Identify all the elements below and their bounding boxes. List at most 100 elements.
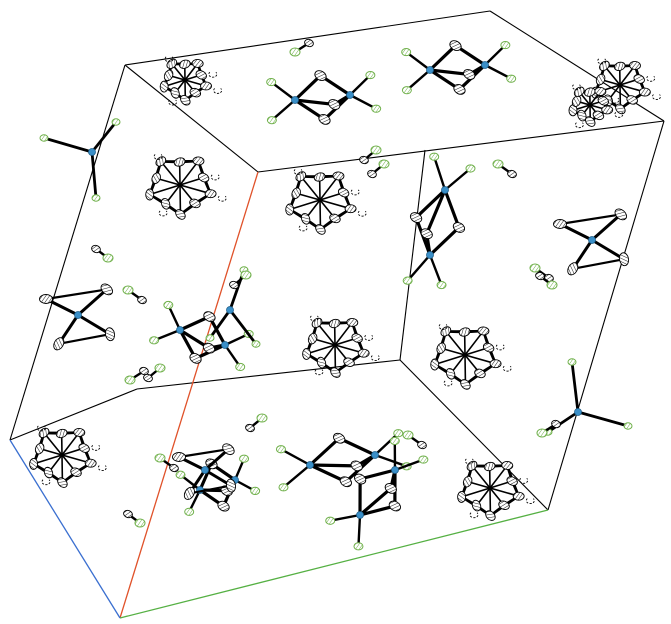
cluster-atom: [633, 74, 645, 84]
solvent-fragment: [122, 285, 147, 305]
halide-atom: [371, 104, 382, 113]
cluster-atom: [43, 466, 54, 479]
halide-atom: [134, 518, 146, 528]
bridge-atom: [453, 84, 466, 95]
solvent-fragment: [143, 363, 166, 383]
solvent-atom: [123, 509, 133, 519]
cluster-atom: [316, 356, 327, 369]
cluster-atom: [332, 171, 345, 181]
axis-a-line: [119, 171, 259, 619]
halide-atom: [370, 145, 382, 155]
cluster-atom: [592, 110, 605, 121]
bridge-atom: [420, 228, 433, 240]
ligand-atom: [39, 294, 53, 304]
cluster-atom: [462, 475, 473, 488]
cluster-atom: [613, 61, 626, 71]
metal-atom: [226, 306, 234, 314]
cluster-atom: [84, 458, 97, 468]
cluster-atom: [594, 87, 607, 96]
molecule-layer: [29, 38, 661, 551]
solvent-fragment: [229, 270, 252, 290]
cluster-atom: [151, 172, 161, 184]
cluster-atom: [471, 499, 482, 512]
icosahedral-cluster: [568, 84, 624, 129]
halide-atom: [111, 118, 121, 126]
halide-atom: [401, 86, 412, 95]
cluster-atom: [337, 187, 350, 198]
cluster-atom: [55, 428, 68, 439]
bridge-atom: [203, 311, 216, 322]
bridge-atom: [449, 40, 462, 51]
halide-atom: [184, 507, 195, 516]
metal-atom: [371, 451, 379, 459]
cluster-atom: [485, 510, 496, 521]
bridge-atom: [333, 432, 346, 444]
cluster-atom: [512, 491, 525, 501]
cluster-atom: [329, 213, 341, 224]
cluster-atom: [159, 80, 169, 93]
halide-atom: [401, 47, 412, 57]
solvent-fragment: [402, 430, 427, 450]
halide-atom: [256, 413, 268, 423]
solvent-fragment: [91, 244, 114, 263]
solvent-fragment: [124, 366, 149, 385]
cluster-atom: [315, 224, 326, 235]
cluster-atom: [351, 333, 363, 343]
halide-atom: [235, 362, 246, 372]
cluster-atom: [195, 70, 207, 80]
halide-atom: [175, 470, 186, 479]
halide-atom: [251, 340, 261, 348]
solvent-fragment: [123, 509, 146, 528]
bridge-atom: [202, 342, 216, 354]
halide-atom: [250, 486, 261, 495]
icosahedral-cluster: [285, 169, 367, 235]
cluster-atom: [430, 358, 440, 371]
cluster-atom: [160, 197, 171, 210]
metal-atom: [426, 251, 434, 259]
cluster-atom: [595, 73, 606, 86]
cluster-atom: [180, 94, 191, 106]
cluster-atom: [601, 105, 614, 115]
solvent-atom: [91, 244, 101, 254]
metal-atom: [481, 61, 489, 69]
halide-atom: [365, 70, 376, 80]
icosahedral-cluster: [29, 425, 107, 488]
icosahedral-cluster: [159, 56, 223, 106]
bridged-dimer: [175, 454, 261, 516]
halide-atom: [325, 516, 336, 525]
halide-atom: [163, 300, 174, 310]
halide-atom: [378, 159, 390, 169]
halide-atom: [289, 47, 301, 57]
halide-atom: [266, 77, 277, 87]
metal-atom: [588, 236, 596, 244]
halide-atom: [102, 253, 114, 263]
cluster-atom: [178, 59, 191, 69]
halide-atom: [567, 358, 577, 366]
cluster-atom: [629, 60, 641, 70]
solvent-atom: [139, 366, 149, 376]
cluster-atom: [70, 467, 82, 477]
solvent-fragment: [245, 413, 268, 433]
cluster-atom: [457, 490, 467, 503]
metal-atom: [201, 466, 209, 474]
cluster-atom: [577, 109, 587, 122]
solvent-fragment: [535, 271, 558, 290]
solvent-fragment: [492, 159, 517, 179]
bridge-atom: [409, 212, 423, 223]
bridge-atom: [339, 476, 352, 488]
cluster-atom: [483, 461, 496, 472]
cluster-atom: [344, 204, 357, 214]
halide-atom: [402, 430, 414, 440]
cluster-atom: [328, 318, 341, 329]
cluster-atom: [436, 342, 446, 354]
cluster-atom: [175, 209, 186, 220]
ligand-atom: [104, 327, 116, 342]
cluster-atom: [34, 442, 45, 455]
cluster-atom: [597, 96, 609, 106]
solvent-atom: [367, 169, 377, 179]
tetrahedral-unit: [172, 443, 237, 500]
bridged-dimer: [266, 70, 382, 125]
metal-atom: [88, 148, 96, 156]
halide-atom: [389, 436, 400, 446]
halide-atom: [154, 453, 166, 463]
